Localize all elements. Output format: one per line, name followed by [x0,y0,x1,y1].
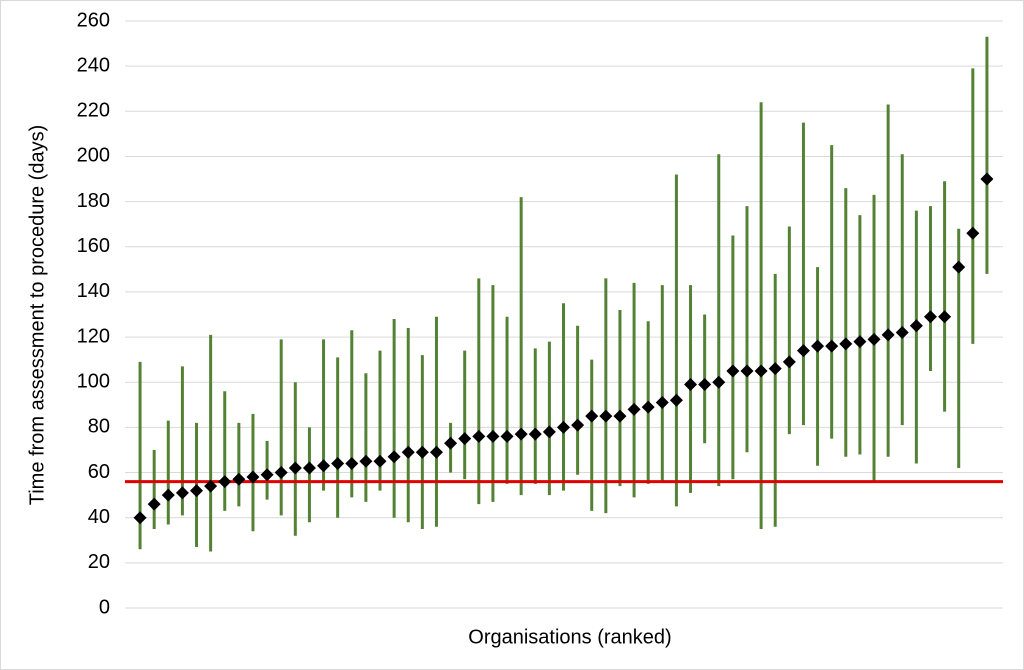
median-marker [613,409,627,423]
y-tick-label: 0 [99,596,110,618]
y-axis-title: Time from assessment to procedure (days) [26,125,48,506]
median-marker [740,364,754,378]
median-marker [825,339,839,353]
median-marker [359,454,373,468]
median-marker [317,459,331,473]
median-marker [373,454,387,468]
median-marker [514,427,528,441]
y-tick-label: 140 [77,280,110,302]
median-marker [133,511,147,525]
median-marker [585,409,599,423]
median-marker [627,402,641,416]
median-marker [218,475,232,489]
median-marker [669,393,683,407]
median-marker [274,466,288,480]
x-axis-title: Organisations (ranked) [468,626,671,648]
median-marker [557,420,570,434]
median-marker [204,479,218,493]
median-marker [571,418,585,432]
y-tick-label: 120 [77,325,110,347]
median-marker [260,468,274,482]
median-marker [867,332,881,346]
median-marker [345,457,359,471]
median-marker [486,429,500,443]
y-tick-label: 180 [77,190,110,212]
median-marker [542,425,556,439]
y-tick-label: 200 [77,145,110,167]
median-marker [161,488,175,502]
median-marker [712,375,726,389]
median-marker [980,172,994,186]
y-tick-label: 220 [77,100,110,122]
median-marker [415,445,429,459]
median-marker [796,344,810,358]
median-marker [458,432,472,446]
median-marker [444,436,458,450]
median-marker [302,461,316,475]
median-marker [909,319,923,333]
median-marker [811,339,825,353]
median-marker [500,429,514,443]
median-marker [698,377,712,391]
median-marker [175,486,189,500]
median-marker [938,310,952,324]
median-marker [853,335,867,349]
median-marker [246,470,260,484]
y-tick-label: 260 [77,9,110,31]
median-marker [782,355,796,369]
median-marker [895,326,909,340]
y-tick-label: 100 [77,371,110,393]
median-marker [684,377,698,391]
median-marker [641,400,655,414]
median-marker [754,364,768,378]
median-marker [528,427,542,441]
y-tick-label: 60 [88,461,110,483]
median-marker [923,310,937,324]
median-marker [599,409,613,423]
median-marker [655,396,669,410]
y-tick-label: 160 [77,235,110,257]
median-marker [401,445,415,459]
y-tick-label: 20 [88,551,110,573]
median-marker [387,450,401,464]
median-marker [839,337,853,351]
y-tick-label: 80 [88,416,110,438]
median-marker [768,362,782,376]
median-marker [288,461,302,475]
median-marker [331,457,345,471]
median-marker [190,484,204,498]
median-marker [232,472,246,486]
median-marker [881,328,895,342]
median-marker [726,364,740,378]
median-marker [966,226,980,240]
median-marker [429,445,443,459]
median-marker [147,497,161,511]
median-marker [952,260,966,274]
y-tick-label: 240 [77,54,110,76]
y-tick-label: 40 [88,506,110,528]
median-marker [472,429,486,443]
